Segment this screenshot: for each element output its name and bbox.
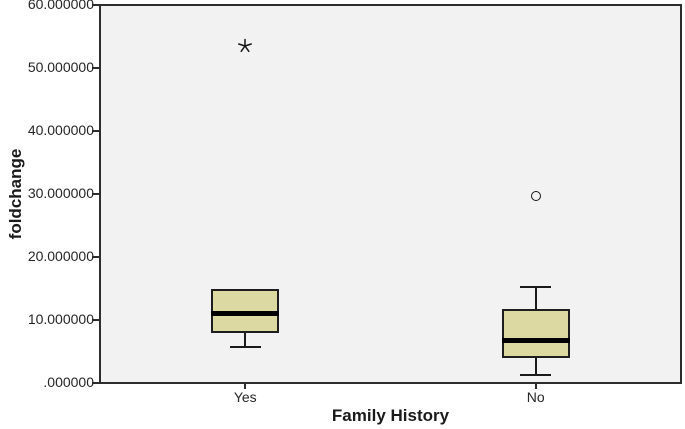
x-tick-mark [534, 383, 537, 389]
whisker-stem-lower [244, 333, 247, 348]
outlier-star-icon [237, 38, 253, 54]
y-tick-mark [92, 193, 100, 195]
whisker-cap-lower [229, 346, 261, 349]
y-tick-mark [92, 67, 100, 69]
y-tick-mark [92, 4, 100, 6]
y-tick-label: 40.000000 [27, 122, 94, 138]
plot-area [99, 4, 682, 384]
y-axis-title: foldchange [6, 148, 25, 240]
median-line [501, 338, 570, 344]
y-tick-label: 30.000000 [27, 185, 94, 201]
y-tick-label: 20.000000 [27, 248, 94, 264]
whisker-cap-lower [520, 374, 552, 377]
x-axis-title: Family History [331, 406, 450, 425]
box-yes [211, 288, 280, 334]
whisker-stem-upper [534, 286, 537, 310]
x-tick-label: No [526, 389, 545, 405]
y-tick-label: 60.000000 [27, 0, 94, 12]
y-tick-label: 10.000000 [27, 311, 94, 327]
x-tick-label: Yes [233, 389, 257, 405]
outlier-circle-icon [530, 190, 541, 201]
whisker-stem-lower [534, 357, 537, 376]
y-tick-mark [92, 319, 100, 321]
y-tick-label: 50.000000 [27, 59, 94, 75]
y-tick-mark [92, 382, 100, 384]
box-no [501, 309, 570, 358]
y-tick-mark [92, 256, 100, 258]
median-line [211, 311, 280, 317]
y-tick-label: .000000 [43, 374, 94, 390]
x-tick-mark [244, 383, 247, 389]
whisker-cap-upper [520, 285, 552, 288]
star-glyph [238, 38, 253, 52]
y-tick-mark [92, 130, 100, 132]
